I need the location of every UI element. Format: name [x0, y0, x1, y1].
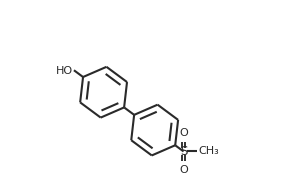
- Text: HO: HO: [56, 66, 73, 76]
- Text: O: O: [179, 165, 188, 175]
- Text: S: S: [180, 145, 187, 158]
- Text: O: O: [179, 128, 188, 138]
- Text: CH₃: CH₃: [198, 146, 219, 156]
